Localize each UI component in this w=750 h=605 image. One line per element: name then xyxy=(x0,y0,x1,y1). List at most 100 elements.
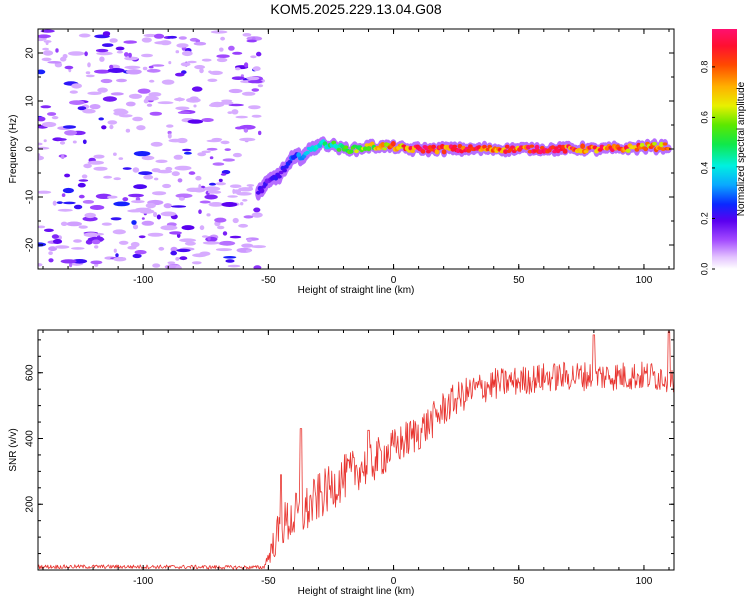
noise-cell xyxy=(154,177,159,181)
ridge-cell xyxy=(482,144,487,149)
noise-cell xyxy=(167,35,178,39)
noise-cell xyxy=(40,105,52,109)
ridge-cell xyxy=(625,148,631,153)
noise-cell xyxy=(152,263,161,268)
noise-cell xyxy=(232,51,243,55)
noise-cell xyxy=(87,62,91,68)
noise-cell xyxy=(199,225,205,231)
noise-cell xyxy=(118,240,129,245)
noise-cell xyxy=(91,239,101,245)
noise-cell xyxy=(149,79,155,83)
noise-cell xyxy=(133,184,148,190)
noise-cell xyxy=(136,125,146,131)
noise-cell xyxy=(85,74,95,78)
noise-cell xyxy=(241,91,256,96)
noise-cell xyxy=(109,38,118,43)
noise-cell xyxy=(69,262,73,268)
noise-cell xyxy=(177,178,183,183)
noise-cell xyxy=(252,66,261,72)
noise-cell xyxy=(95,48,109,53)
noise-cell xyxy=(57,208,73,212)
noise-cell xyxy=(167,261,176,265)
noise-cell xyxy=(232,152,242,158)
ridge-cell xyxy=(504,144,510,149)
noise-cell xyxy=(145,96,159,101)
noise-cell xyxy=(84,51,88,57)
ridge-cell xyxy=(441,149,447,155)
noise-cell xyxy=(61,154,65,159)
noise-cell xyxy=(222,231,228,236)
noise-cell xyxy=(38,225,46,229)
y-tick-label: 10 xyxy=(25,95,36,107)
noise-cell xyxy=(198,209,202,214)
noise-cell xyxy=(231,76,245,80)
noise-cell xyxy=(175,265,182,269)
noise-cell xyxy=(131,200,145,204)
noise-cell xyxy=(158,246,165,251)
noise-cell xyxy=(148,92,162,97)
ridge-cell xyxy=(666,147,671,151)
noise-cell xyxy=(220,140,230,145)
noise-cell xyxy=(110,92,124,96)
noise-cell xyxy=(239,137,256,142)
noise-cell xyxy=(175,72,185,77)
noise-cell xyxy=(175,257,180,261)
noise-cell xyxy=(250,55,257,59)
noise-cell xyxy=(199,200,211,204)
noise-cell xyxy=(248,186,253,191)
ridge-cell xyxy=(434,148,440,155)
ridge-cell xyxy=(410,149,415,154)
noise-cell xyxy=(52,200,57,206)
colorbar-gradient xyxy=(712,29,737,269)
noise-cell xyxy=(100,78,113,84)
ridge-cell xyxy=(426,149,431,154)
noise-cell xyxy=(189,96,199,101)
noise-cell xyxy=(187,60,197,64)
noise-cell xyxy=(125,101,136,107)
noise-cell xyxy=(56,138,67,141)
noise-cell xyxy=(102,96,117,102)
noise-cell xyxy=(150,141,163,147)
noise-cell xyxy=(204,194,218,200)
ridge-cell xyxy=(452,144,458,149)
noise-cell xyxy=(47,61,62,64)
noise-cell xyxy=(174,165,192,171)
noise-cell xyxy=(184,241,196,246)
noise-cell xyxy=(175,106,190,111)
noise-cell xyxy=(195,39,201,43)
ridge-cell xyxy=(331,140,337,145)
noise-cell xyxy=(214,217,227,223)
noise-cell xyxy=(176,248,191,253)
ridge-cell xyxy=(366,146,372,152)
noise-cell xyxy=(178,36,187,40)
y-tick-label: 400 xyxy=(25,430,36,447)
ridge-cell xyxy=(296,152,302,158)
noise-cell xyxy=(246,238,252,243)
noise-cell xyxy=(201,235,209,238)
noise-cell xyxy=(229,235,242,239)
ridge-cell xyxy=(534,144,540,150)
noise-cell xyxy=(48,251,53,256)
noise-cell xyxy=(52,239,63,244)
noise-cell xyxy=(160,225,178,231)
x-tick-label: 50 xyxy=(513,576,525,587)
ridge-cell xyxy=(259,188,265,194)
noise-cell xyxy=(242,33,252,37)
noise-cell xyxy=(219,47,224,52)
ridge-cell xyxy=(420,149,426,154)
noise-cell xyxy=(257,84,264,88)
snr-axes: -100 -50 0 50 100 200 400 600 xyxy=(25,329,675,587)
noise-cell xyxy=(113,201,130,207)
noise-cell xyxy=(51,234,60,239)
ridge-cell xyxy=(380,142,386,148)
noise-cell xyxy=(159,40,172,46)
noise-cell xyxy=(62,125,77,129)
ridge-cell xyxy=(562,148,568,154)
noise-cell xyxy=(71,247,85,250)
noise-cell xyxy=(201,150,211,154)
noise-cell xyxy=(201,58,212,62)
noise-cell xyxy=(102,31,111,37)
noise-cell xyxy=(82,216,98,222)
x-tick-label: 50 xyxy=(513,275,525,286)
